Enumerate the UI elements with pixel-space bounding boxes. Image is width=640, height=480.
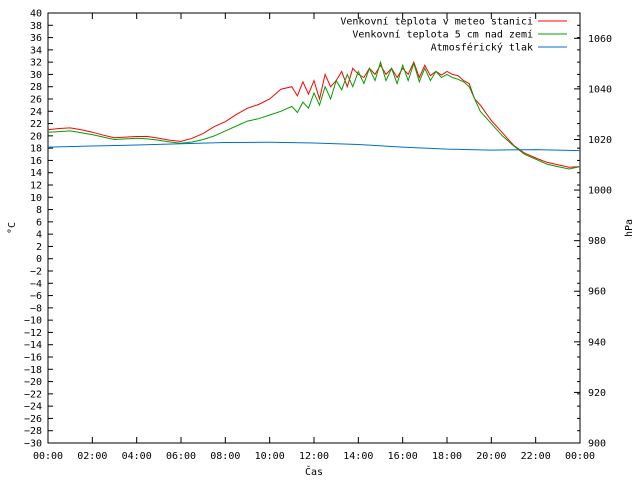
y-left-tick-label: −18	[24, 365, 42, 376]
y-left-tick-label: −28	[24, 426, 42, 437]
x-tick-label: 00:00	[565, 451, 595, 462]
y-left-tick-label: −20	[24, 377, 42, 388]
x-tick-label: 20:00	[476, 451, 506, 462]
y-right-axis-title: hPa	[624, 219, 635, 237]
y-left-tick-label: 30	[30, 70, 42, 81]
y-left-tick-label: −22	[24, 389, 42, 400]
legend-label-2: Venkovní teplota 5 cm nad zemí	[352, 29, 533, 41]
x-tick-label: 12:00	[299, 451, 329, 462]
y-left-tick-label: −30	[24, 439, 42, 450]
y-left-tick-label: −8	[30, 303, 42, 314]
y-left-tick-label: 10	[30, 193, 42, 204]
y-left-tick-label: −10	[24, 316, 42, 327]
y-left-tick-label: −14	[24, 340, 42, 351]
y-left-tick-label: 12	[30, 181, 42, 192]
y-left-tick-label: 32	[30, 58, 42, 69]
y-left-tick-label: 38	[30, 21, 42, 32]
y-left-tick-label: 28	[30, 82, 42, 93]
x-tick-label: 16:00	[388, 451, 418, 462]
y-left-tick-label: 26	[30, 95, 42, 106]
x-tick-label: 22:00	[521, 451, 551, 462]
y-left-tick-label: 20	[30, 131, 42, 142]
y-left-tick-label: −16	[24, 353, 42, 364]
y-left-tick-label: 36	[30, 33, 42, 44]
x-tick-label: 18:00	[432, 451, 462, 462]
x-tick-label: 06:00	[166, 451, 196, 462]
y-right-tick-label: 940	[588, 337, 606, 348]
x-tick-label: 04:00	[122, 451, 152, 462]
legend-label-1: Venkovní teplota v meteo stanici	[340, 16, 533, 28]
x-axis: 00:00 02:00 04:00 06:00 08:00 10:00 12:00 14:00…	[33, 13, 595, 462]
y-right-tick-label: 900	[588, 439, 606, 450]
legend: Venkovní teplota v meteo staniciVenkovní…	[340, 16, 567, 54]
y-right-tick-label: 920	[588, 388, 606, 399]
y-left-tick-label: −2	[30, 267, 42, 278]
x-axis-title: Čas	[305, 465, 323, 478]
y-right-tick-label: 980	[588, 236, 606, 247]
y-left-tick-label: 18	[30, 144, 42, 155]
y-right-tick-label: 1060	[588, 34, 612, 45]
y-left-tick-label: 34	[30, 45, 42, 56]
y-left-tick-label: 14	[30, 168, 42, 179]
y-left-tick-label: 8	[36, 205, 42, 216]
y-left-tick-label: 0	[36, 254, 42, 265]
y-right-tick-label: 1000	[588, 186, 612, 197]
y-left-tick-label: −24	[24, 402, 42, 413]
y-left-tick-label: 4	[36, 230, 42, 241]
y-left-tick-label: −12	[24, 328, 42, 339]
x-tick-label: 10:00	[255, 451, 285, 462]
y-left-tick-label: 2	[36, 242, 42, 253]
y-right-tick-label: 1020	[588, 135, 612, 146]
plot-frame	[47, 12, 581, 444]
x-tick-label: 14:00	[343, 451, 373, 462]
series-lines	[47, 60, 581, 170]
x-tick-label: 02:00	[77, 451, 107, 462]
y-left-tick-label: −4	[30, 279, 42, 290]
y-left-tick-label: −6	[30, 291, 42, 302]
series-line-1	[47, 60, 581, 168]
y-left-tick-label: 22	[30, 119, 42, 130]
legend-label-3: Atmosférický tlak	[431, 42, 533, 54]
series-line-2	[47, 60, 581, 170]
y-left-tick-label: 24	[30, 107, 42, 118]
y-left-tick-label: −26	[24, 414, 42, 425]
y-left-tick-label: 6	[36, 217, 42, 228]
y-right-tick-label: 1040	[588, 84, 612, 95]
x-tick-label: 08:00	[210, 451, 240, 462]
y-left-axis: −30−28−26−24−22−20−18−16−14−12−10−8−6−4−…	[24, 9, 580, 450]
y-right-axis: 900 920 940 960 980 1000 1020 1040 1060	[574, 34, 612, 450]
series-line-3	[47, 141, 581, 152]
y-left-tick-label: 40	[30, 9, 42, 20]
y-left-tick-label: 16	[30, 156, 42, 167]
y-right-tick-label: 960	[588, 287, 606, 298]
y-left-axis-title: °C	[7, 222, 18, 234]
x-tick-label: 00:00	[33, 451, 63, 462]
